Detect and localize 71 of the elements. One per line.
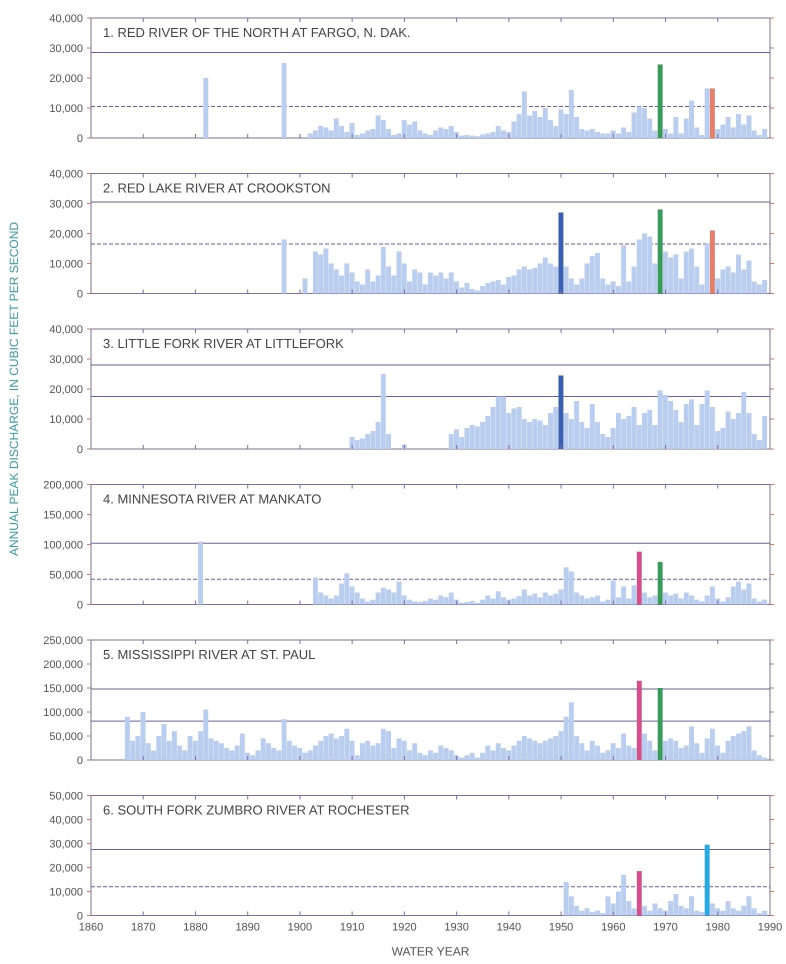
y-tick-label: 50,000 — [49, 730, 83, 743]
y-tick-label: 30,000 — [49, 42, 83, 55]
x-tick-label: 1890 — [235, 922, 260, 934]
bar — [658, 688, 663, 760]
y-axis-title: ANNUAL PEAK DISCHARGE, IN CUBIC FEET PER SECOND — [7, 222, 21, 556]
y-tick-label: 40,000 — [49, 814, 83, 826]
y-tick-label: 0 — [76, 444, 83, 456]
bar — [558, 212, 564, 294]
y-tick-label: 0 — [76, 132, 83, 145]
y-tick-label: 0 — [76, 910, 83, 922]
y-tick-label: 50,000 — [49, 790, 83, 802]
y-tick-label: 250,000 — [43, 634, 83, 647]
bar — [658, 210, 663, 294]
bar — [558, 376, 564, 449]
y-tick-label: 40,000 — [49, 168, 83, 180]
x-tick-label: 1920 — [392, 922, 417, 934]
y-tick-label: 150,000 — [43, 509, 83, 522]
y-tick-label: 30,000 — [49, 354, 83, 366]
bar — [710, 230, 715, 294]
x-tick-label: 1980 — [706, 922, 730, 934]
x-tick-label: 1960 — [601, 922, 626, 934]
x-tick-label: 1970 — [653, 922, 678, 934]
y-tick-label: 20,000 — [49, 862, 83, 874]
x-tick-label: 1870 — [130, 922, 156, 934]
text: 3. LITTLE FORK RIVER AT LITTLEFORK — [103, 336, 344, 351]
bar — [636, 552, 642, 604]
bar — [710, 88, 715, 138]
y-tick-label: 10,000 — [49, 102, 83, 115]
y-tick-label: 200,000 — [43, 479, 83, 492]
x-tick-label: 1990 — [758, 922, 782, 934]
y-tick-label: 40,000 — [49, 324, 83, 336]
y-tick-label: 10,000 — [49, 414, 83, 426]
x-axis-title: WATER YEAR — [392, 944, 470, 958]
text: 6. SOUTH FORK ZUMBRO RIVER AT ROCHESTER — [103, 802, 410, 818]
y-tick-label: 30,000 — [49, 198, 83, 210]
text: 4. MINNESOTA RIVER AT MANKATO — [103, 492, 322, 506]
bar — [704, 844, 710, 916]
x-tick-label: 1940 — [496, 922, 522, 934]
y-tick-label: 0 — [76, 288, 83, 300]
x-tick-label: 1910 — [340, 922, 364, 934]
y-tick-label: 200,000 — [43, 658, 83, 671]
x-tick-label: 1880 — [183, 922, 208, 934]
y-tick-label: 20,000 — [49, 384, 83, 396]
y-tick-label: 100,000 — [43, 539, 83, 552]
bar — [282, 63, 287, 138]
y-tick-label: 30,000 — [49, 838, 83, 850]
bar — [636, 680, 642, 760]
text: 1. RED RIVER OF THE NORTH AT FARGO, N. DAK. — [103, 25, 410, 40]
y-tick-label: 10,000 — [49, 258, 83, 270]
bar — [282, 240, 287, 294]
y-tick-label: 50,000 — [49, 569, 83, 582]
text: 2. RED LAKE RIVER AT CROOKSTON — [103, 180, 331, 196]
y-tick-label: 40,000 — [49, 12, 83, 25]
bar — [198, 542, 203, 604]
y-tick-label: 20,000 — [49, 72, 83, 85]
y-tick-label: 100,000 — [43, 706, 83, 719]
y-tick-label: 10,000 — [49, 886, 83, 898]
bar — [658, 562, 663, 604]
y-tick-label: 0 — [76, 754, 83, 767]
bar — [636, 871, 642, 916]
x-tick-label: 1860 — [78, 922, 104, 934]
y-tick-label: 20,000 — [49, 228, 83, 240]
x-tick-label: 1930 — [444, 922, 469, 934]
x-tick-label: 1900 — [288, 922, 312, 934]
y-tick-label: 150,000 — [43, 682, 83, 695]
x-tick-label: 1950 — [548, 922, 574, 934]
text: 5. MISSISSIPPI RIVER AT ST. PAUL — [103, 647, 316, 662]
bar — [302, 278, 308, 294]
bar — [203, 78, 208, 138]
bar — [658, 64, 663, 138]
y-tick-label: 0 — [76, 599, 83, 612]
